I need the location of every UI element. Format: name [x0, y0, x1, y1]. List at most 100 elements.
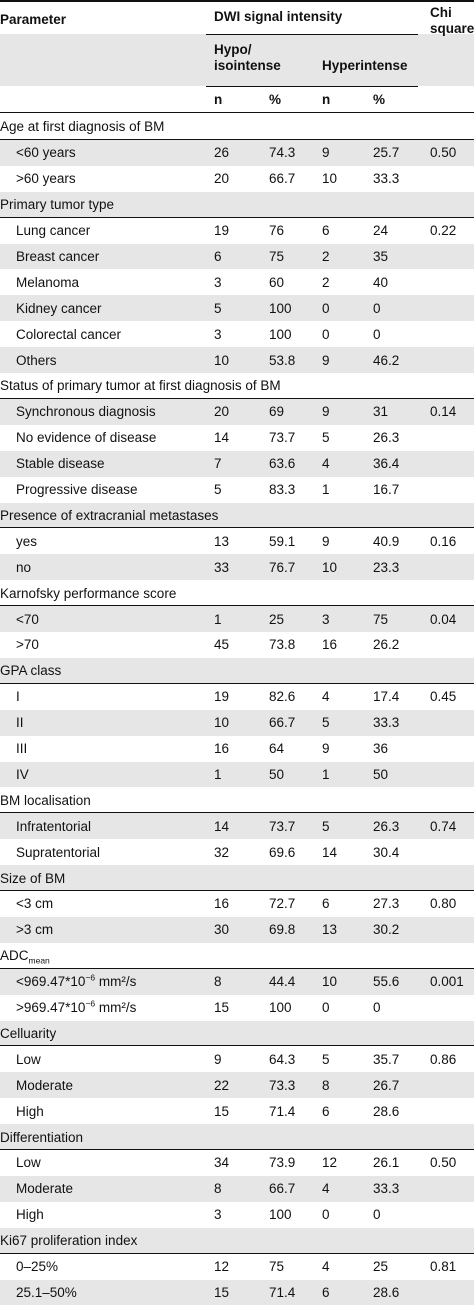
row-label: >969.47*10−6 mm²/s: [16, 1000, 136, 1015]
cell-n1: 34: [214, 1155, 229, 1170]
cell-n1: 3: [214, 327, 222, 342]
cell-p1: 69.6: [269, 845, 295, 860]
cell-p1: 50: [269, 767, 284, 782]
row-label-text: High: [16, 1104, 44, 1119]
row-label-text: Infratentorial: [16, 819, 91, 834]
row-label-text: <3 cm: [16, 896, 53, 911]
cell-n2: 6: [322, 896, 330, 911]
row-label: >70: [16, 637, 39, 652]
row-label-text: 25.1–50%: [16, 1285, 77, 1300]
cell-n2: 0: [322, 327, 330, 342]
cell-n1: 6: [214, 249, 222, 264]
cell-n1: 15: [214, 1285, 229, 1300]
section-row: Presence of extracranial metastases: [0, 503, 474, 529]
row-label: IV: [16, 767, 29, 782]
row-label: I: [16, 689, 20, 704]
cell-p1: 66.7: [269, 171, 295, 186]
row-label: Melanoma: [16, 275, 79, 290]
row-label: <3 cm: [16, 896, 53, 911]
header-p2: %: [373, 92, 385, 107]
row-label-text: Low: [16, 1155, 41, 1170]
cell-p2: 30.2: [373, 922, 399, 937]
cell-p2: 24: [373, 223, 388, 238]
section-row: ADCmean: [0, 943, 474, 969]
cell-p1: 66.7: [269, 715, 295, 730]
header-dwi: DWI signal intensity: [214, 9, 342, 24]
header-n2: n: [322, 92, 330, 107]
cell-p2: 16.7: [373, 482, 399, 497]
cell-chi: 0.81: [430, 1259, 456, 1274]
cell-chi: 0.50: [430, 145, 456, 160]
cell-p2: 35: [373, 249, 388, 264]
row-label-text: Primary tumor type: [0, 197, 114, 212]
cell-n2: 1: [322, 767, 330, 782]
cell-n1: 20: [214, 171, 229, 186]
section-label: GPA class: [0, 663, 61, 678]
row-label-unit: mm²/s: [95, 974, 136, 989]
cell-p1: 69.8: [269, 922, 295, 937]
header-chi-line2: square: [430, 21, 474, 36]
row-label-subscript: mean: [29, 956, 50, 966]
row-label: Kidney cancer: [16, 301, 102, 316]
cell-p2: 31: [373, 404, 388, 419]
cell-chi: 0.16: [430, 534, 456, 549]
section-row: GPA class: [0, 658, 474, 684]
cell-p1: 74.3: [269, 145, 295, 160]
cell-p1: 73.3: [269, 1078, 295, 1093]
header-n1: n: [214, 92, 222, 107]
cell-n1: 16: [214, 741, 229, 756]
cell-n1: 15: [214, 1104, 229, 1119]
row-label-text: Synchronous diagnosis: [16, 404, 156, 419]
section-row: Size of BM: [0, 865, 474, 891]
row-label: Progressive disease: [16, 482, 138, 497]
cell-n1: 10: [214, 353, 229, 368]
cell-p2: 25.7: [373, 145, 399, 160]
row-label-text: Others: [16, 353, 57, 368]
row-label: III: [16, 741, 27, 756]
row-label-text: Differentiation: [0, 1130, 83, 1145]
cell-p1: 75: [269, 249, 284, 264]
row-label: Colorectal cancer: [16, 327, 121, 342]
cell-p2: 40.9: [373, 534, 399, 549]
header-hypo-line1: Hypo/: [214, 42, 252, 57]
section-label: Karnofsky performance score: [0, 586, 176, 601]
row-label: >3 cm: [16, 922, 53, 937]
cell-n1: 3: [214, 275, 222, 290]
cell-p1: 73.9: [269, 1155, 295, 1170]
cell-p1: 73.8: [269, 637, 295, 652]
row-label-text: yes: [16, 534, 37, 549]
cell-n1: 19: [214, 689, 229, 704]
cell-n2: 2: [322, 275, 330, 290]
cell-p2: 0: [373, 1207, 381, 1222]
cell-p2: 26.3: [373, 430, 399, 445]
row-label-text: <969.47*10: [16, 974, 85, 989]
cell-p1: 76: [269, 223, 284, 238]
row-label-text: 0–25%: [16, 1259, 58, 1274]
row-label-text: Ki67 proliferation index: [0, 1233, 137, 1248]
row-label-text: BM localisation: [0, 793, 91, 808]
cell-p1: 66.7: [269, 1181, 295, 1196]
cell-p2: 26.3: [373, 819, 399, 834]
section-label: Differentiation: [0, 1130, 83, 1145]
cell-n2: 5: [322, 819, 330, 834]
row-label-superscript: −6: [85, 973, 95, 983]
row-label-text: Progressive disease: [16, 482, 138, 497]
cell-p1: 69: [269, 404, 284, 419]
row-label-text: >60 years: [16, 171, 76, 186]
cell-n2: 6: [322, 1104, 330, 1119]
cell-p1: 76.7: [269, 560, 295, 575]
